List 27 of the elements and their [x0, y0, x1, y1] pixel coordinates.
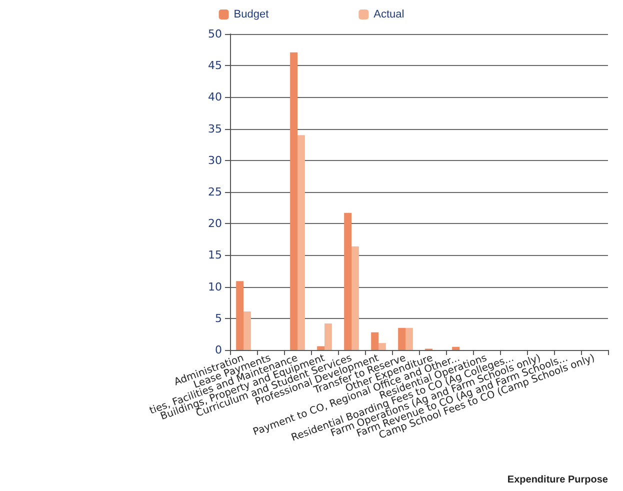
- y-tick-label: 45: [208, 59, 222, 72]
- bar: [406, 328, 413, 350]
- y-tick-label: 15: [208, 248, 222, 262]
- y-tick-label: 40: [208, 90, 222, 104]
- legend-label: Actual: [374, 8, 404, 20]
- bar: [371, 332, 378, 350]
- x-axis-title: Expenditure Purpose: [507, 474, 608, 486]
- bar: [324, 323, 332, 350]
- y-tick-label: 20: [208, 217, 222, 230]
- y-tick-label: 50: [208, 28, 222, 40]
- y-tick-label: 30: [208, 154, 222, 167]
- bar: [344, 212, 352, 350]
- bar: [317, 346, 324, 350]
- bar: [378, 343, 386, 350]
- bar: [236, 281, 244, 350]
- y-tick-label: 35: [208, 122, 222, 136]
- legend-label: Budget: [234, 8, 269, 20]
- y-tick-label: 10: [208, 280, 222, 294]
- y-tick-label: 25: [208, 186, 222, 198]
- bar: [352, 246, 359, 350]
- bar: [290, 52, 298, 350]
- y-tick-label: 5: [215, 312, 222, 325]
- bar: [298, 135, 305, 350]
- bar: [244, 311, 251, 350]
- bar: [398, 328, 406, 350]
- bar: [452, 346, 460, 350]
- y-tick-label: 0: [215, 344, 222, 356]
